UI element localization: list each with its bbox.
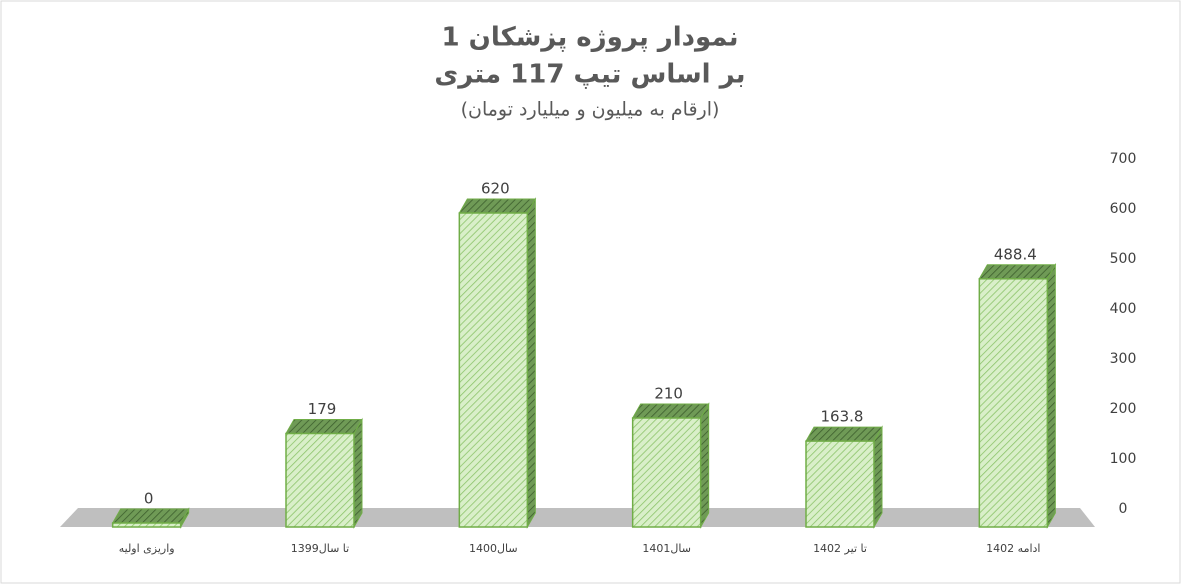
bar-side bbox=[526, 197, 536, 529]
x-tick-label: سال1401 bbox=[642, 542, 691, 555]
bar-front bbox=[458, 212, 529, 528]
chart-note: (ارقام به میلیون و میلیارد تومان) bbox=[461, 99, 720, 121]
bar-top bbox=[285, 419, 363, 434]
bar-side bbox=[353, 417, 363, 529]
data-label: 179 bbox=[308, 400, 337, 418]
bar-side bbox=[873, 425, 883, 529]
y-tick-label: 400 bbox=[1110, 301, 1137, 317]
x-tick-label: واریزی اولیه bbox=[119, 542, 175, 555]
y-tick-label: 300 bbox=[1110, 351, 1137, 367]
bar-front bbox=[805, 440, 875, 528]
bar bbox=[111, 507, 190, 529]
bar bbox=[285, 417, 363, 529]
bar-top bbox=[631, 403, 710, 419]
y-tick-label: 100 bbox=[1110, 451, 1137, 467]
bar-top bbox=[458, 198, 537, 214]
chart-subtitle: بر اساس تیپ 117 متری bbox=[434, 60, 745, 90]
bar bbox=[631, 402, 710, 529]
y-tick-label: 500 bbox=[1110, 251, 1137, 267]
data-label: 163.8 bbox=[821, 408, 864, 426]
chart-title: نمودار پروژه پزشکان 1 bbox=[442, 23, 739, 53]
bar-front bbox=[631, 417, 702, 528]
x-tick-label: ادامه 1402 bbox=[986, 542, 1040, 555]
y-tick-label: 700 bbox=[1110, 151, 1137, 167]
x-tick-label: سال1400 bbox=[469, 542, 518, 555]
y-tick-label: 200 bbox=[1110, 401, 1137, 417]
x-tick-label: تا تیر 1402 bbox=[813, 542, 867, 555]
floor bbox=[60, 508, 1095, 527]
data-label: 620 bbox=[481, 180, 510, 198]
bar-top bbox=[805, 426, 883, 442]
bar-side bbox=[700, 402, 710, 529]
bar bbox=[978, 262, 1057, 529]
bar bbox=[805, 425, 883, 529]
y-tick-label: 0 bbox=[1119, 501, 1128, 517]
data-label: 488.4 bbox=[994, 245, 1037, 263]
y-tick-label: 600 bbox=[1110, 201, 1137, 217]
bar bbox=[458, 197, 537, 529]
bar-top bbox=[978, 264, 1057, 280]
bar-front bbox=[285, 432, 355, 528]
bar-front bbox=[978, 278, 1049, 528]
data-label: 0 bbox=[144, 490, 154, 508]
bar-side bbox=[1046, 262, 1056, 529]
bar-front bbox=[111, 522, 182, 528]
data-label: 210 bbox=[654, 385, 683, 403]
x-tick-label: تا سال1399 bbox=[291, 542, 349, 555]
bar-top bbox=[111, 508, 190, 524]
